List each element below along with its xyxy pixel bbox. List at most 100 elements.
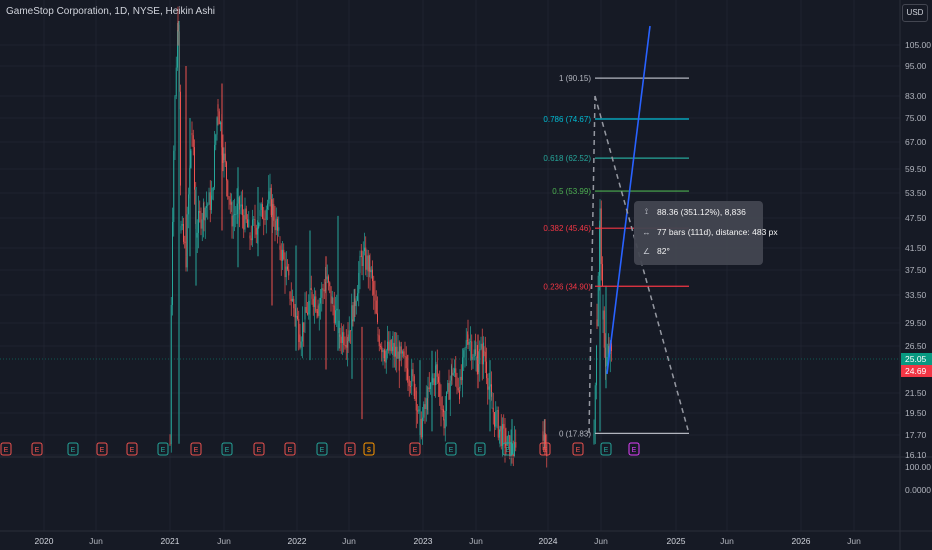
price-tick-label: 41.50 — [905, 243, 927, 253]
fib-level-label: 0.236 (34.90) — [543, 282, 591, 291]
candle-body — [476, 356, 478, 373]
candle-body — [196, 232, 198, 238]
candle-body — [470, 341, 471, 343]
candle-body — [597, 275, 599, 327]
price-tick-label: 47.50 — [905, 213, 927, 223]
candle-body — [254, 218, 256, 228]
candle-body — [329, 282, 331, 287]
candle-body — [194, 147, 195, 190]
candle-body — [603, 310, 605, 348]
candle-body — [355, 300, 357, 307]
candle-body — [425, 398, 427, 410]
trend-line[interactable] — [606, 25, 651, 375]
candle-body — [249, 235, 251, 239]
candle-body — [361, 256, 363, 267]
candle-body — [449, 380, 451, 400]
candle-body — [443, 409, 444, 413]
candle-body — [343, 332, 345, 346]
earnings-marker-icon — [31, 442, 43, 456]
candle-body — [357, 293, 358, 301]
candle-body — [302, 322, 303, 342]
candle-body — [263, 218, 265, 220]
candle-body — [248, 219, 250, 228]
price-axis[interactable]: 105.00 95.00 83.00 75.00 67.00 59.50 53.50 47.5… — [901, 40, 932, 460]
price-tick-label: 21.50 — [905, 388, 927, 398]
candle-body — [236, 203, 238, 215]
candle-body — [239, 206, 241, 208]
currency-button[interactable]: USD — [902, 4, 928, 22]
candle-body — [264, 219, 266, 220]
candle-body — [471, 341, 473, 360]
candle-body — [468, 341, 470, 345]
price-tick-label: 37.50 — [905, 265, 927, 275]
candle-body — [404, 356, 406, 358]
candle-body — [515, 442, 517, 448]
price-tick-label: 83.00 — [905, 91, 927, 101]
candle-body — [231, 202, 232, 205]
candle-body — [209, 192, 211, 210]
earnings-marker-letter: E — [632, 447, 637, 454]
candle-body — [342, 332, 343, 343]
candle-body — [491, 407, 493, 409]
candle-body — [184, 241, 186, 243]
time-axis[interactable]: 2020 Jun 2021 Jun 2022 Jun 2023 Jun 2024 Jun 2025 J… — [35, 536, 862, 546]
candle-body — [180, 91, 181, 186]
candle-body — [402, 351, 403, 354]
candle-body — [290, 298, 292, 302]
candle-body — [350, 330, 351, 332]
candle-body — [600, 208, 602, 265]
candle-body — [424, 404, 426, 410]
candle-body — [317, 305, 319, 316]
price-tick-label: 95.00 — [905, 61, 927, 71]
candle-body — [483, 342, 484, 365]
candle-body — [383, 350, 385, 359]
candle-body — [606, 357, 608, 366]
last-price-value: 25.05 — [905, 354, 927, 364]
candle-body — [596, 345, 597, 386]
price-tick-label: 26.50 — [905, 341, 927, 351]
candle-body — [336, 308, 338, 311]
candle-body — [443, 419, 445, 429]
candle-body — [172, 222, 173, 305]
earnings-marker-letter: E — [288, 447, 293, 454]
time-tick-label: Jun — [342, 536, 356, 546]
earnings-marker-letter: E — [478, 447, 483, 454]
candle-body — [459, 390, 460, 400]
candle-body — [294, 308, 296, 318]
symbol-title: GameStop Corporation, 1D, NYSE, Heikin A… — [6, 6, 215, 17]
earnings-marker-letter: E — [194, 447, 199, 454]
candle-body — [232, 214, 234, 227]
candle-body — [303, 322, 305, 333]
time-tick-label: Jun — [720, 536, 734, 546]
candle-body — [244, 208, 246, 230]
candle-body — [444, 410, 446, 429]
candle-body — [384, 350, 386, 363]
candle-body — [378, 335, 380, 347]
candle-body — [473, 349, 475, 357]
candle-body — [546, 444, 548, 458]
candle-body — [358, 272, 360, 294]
earnings-marker-icon — [96, 442, 108, 456]
candle-body — [234, 214, 235, 216]
candle-body — [212, 187, 214, 191]
fib-retracement[interactable]: 1 (90.15) 0.786 (74.67) 0.618 (62.52) 0.5 (… — [543, 74, 689, 438]
candle-body — [412, 369, 414, 377]
candle-body — [387, 341, 388, 351]
candle-body — [216, 117, 218, 135]
candle-body — [318, 303, 320, 316]
candle-body — [297, 315, 298, 320]
candle-body — [175, 67, 177, 97]
candle-body — [305, 307, 307, 313]
candle-body — [436, 364, 438, 377]
candle-body — [223, 153, 225, 160]
candle-body — [514, 442, 515, 457]
fib-level-label: 0 (17.83) — [559, 429, 591, 438]
earnings-marker-letter: $ — [367, 447, 371, 454]
candle-body — [265, 209, 267, 220]
candle-body — [399, 346, 401, 361]
candle-body — [174, 96, 176, 151]
earnings-marker-icon — [539, 442, 551, 456]
candle-body — [472, 356, 474, 360]
candle-body — [418, 409, 420, 412]
